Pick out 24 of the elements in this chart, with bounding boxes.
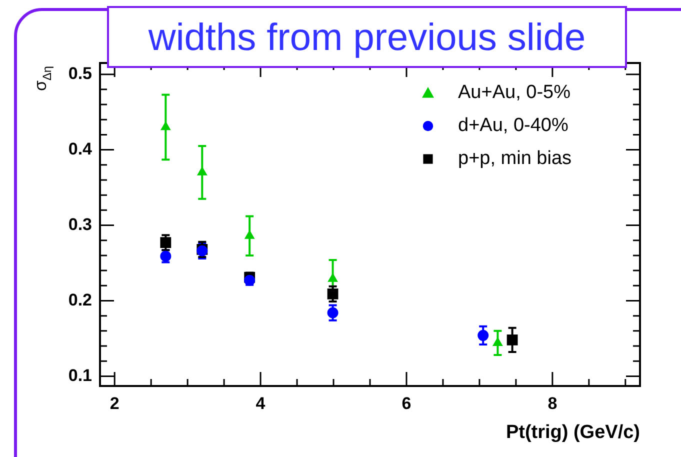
point	[244, 230, 254, 239]
point	[506, 334, 518, 346]
legend-label: d+Au, 0-40%	[458, 115, 568, 136]
point	[478, 330, 489, 341]
point	[328, 273, 338, 282]
y-axis-title: σΔη	[31, 66, 54, 91]
x-tick-label: 4	[256, 394, 266, 413]
y-tick-label: 0.5	[68, 64, 92, 84]
x-tick-label: 6	[402, 394, 412, 413]
x-tick-label: 2	[110, 394, 120, 413]
x-axis-title: Pt(trig) (GeV/c)	[506, 422, 640, 443]
y-tick-label: 0.2	[68, 290, 92, 310]
legend-label: Au+Au, 0-5%	[458, 82, 571, 104]
y-tick-label: 0.4	[68, 139, 93, 158]
legend-label: p+p, min bias	[458, 148, 572, 170]
point	[327, 307, 338, 318]
x-tick-label: 8	[548, 394, 558, 413]
point	[160, 122, 171, 130]
chart-title: widths from previous slide	[107, 6, 627, 68]
point	[197, 166, 207, 176]
point	[160, 237, 172, 248]
y-tick-label: 0.1	[68, 366, 92, 385]
point	[327, 288, 338, 300]
y-tick-label: 0.3	[68, 214, 92, 234]
